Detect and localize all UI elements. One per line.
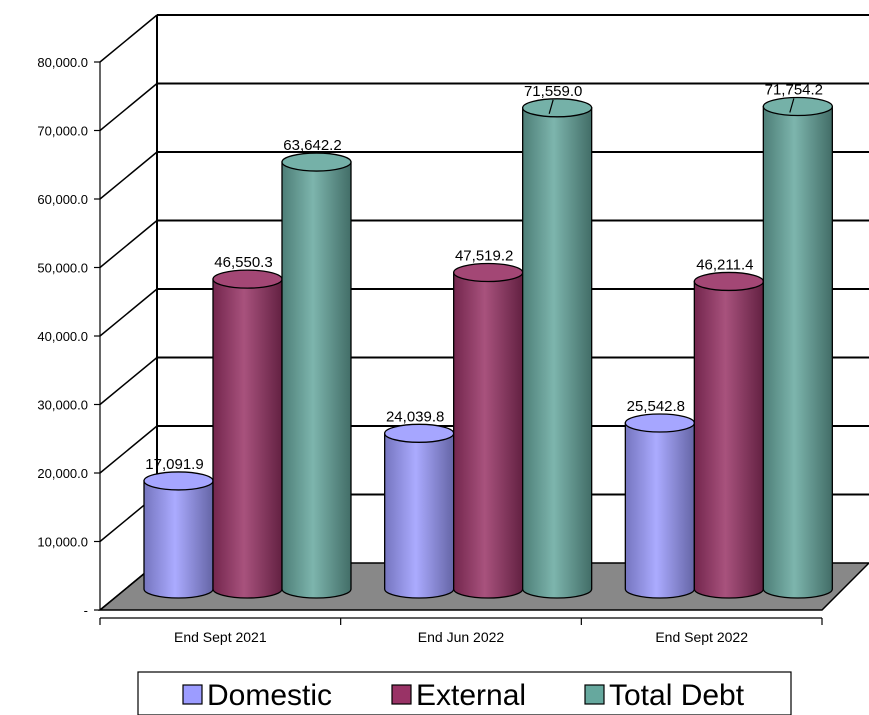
legend-label: External [416, 679, 526, 712]
y-tick-label: - [84, 603, 88, 618]
y-tick-label: 30,000.0 [37, 398, 88, 413]
bar-top [624, 413, 695, 433]
legend-swatch [391, 684, 412, 705]
side-gridline [99, 356, 158, 406]
bar-external [453, 262, 524, 599]
bar-body [453, 271, 524, 599]
bar-external [693, 271, 764, 599]
bar-domestic [384, 423, 455, 599]
bar-total-debt [281, 152, 352, 599]
legend-label: Domestic [207, 679, 332, 712]
bar-body [281, 161, 352, 599]
category-label: End Sept 2022 [655, 629, 748, 645]
bar-top [693, 271, 764, 292]
bar-body [212, 278, 283, 599]
data-label: 24,039.8 [386, 408, 444, 425]
data-label: 46,211.4 [696, 256, 753, 273]
data-labels: 17,091.9 24,039.8 25,542.8 46,550.3 47,519.2… [145, 81, 823, 472]
data-label: 71,559.0 [524, 83, 582, 100]
data-label: 46,550.3 [214, 254, 272, 271]
bars [143, 96, 833, 599]
legend-box [137, 671, 792, 715]
y-tick-label: 60,000.0 [37, 192, 88, 207]
y-tick-label: 20,000.0 [37, 466, 88, 481]
category-axis: End Sept 2021 End Jun 2022 End Sept 2022 [99, 617, 823, 645]
bar-body [762, 105, 833, 599]
bar-total-debt [522, 98, 593, 599]
side-gridline [99, 151, 158, 200]
category-label: End Jun 2022 [418, 629, 505, 645]
legend-label: Total Debt [609, 679, 745, 712]
bar-body [384, 432, 455, 599]
category-label: End Sept 2021 [174, 629, 267, 645]
y-tick-label: 10,000.0 [37, 535, 88, 550]
data-label: 63,642.2 [283, 137, 341, 154]
bar-domestic [624, 413, 695, 599]
data-label: 71,754.2 [765, 81, 823, 98]
bar-top [281, 152, 352, 172]
bar-top [522, 98, 593, 118]
legend: Domestic External Total Debt [137, 671, 792, 715]
label-leader [789, 98, 795, 113]
legend-swatch [584, 684, 605, 705]
data-label: 25,542.8 [627, 398, 685, 415]
bar-domestic [143, 471, 214, 599]
side-gridline [99, 288, 158, 337]
bar-body [143, 480, 214, 599]
bar-top [384, 423, 455, 443]
y-tick-label: 40,000.0 [37, 329, 88, 344]
bar-body [522, 107, 593, 599]
side-gridline [99, 219, 158, 269]
bar-top [143, 471, 214, 491]
side-gridline [99, 425, 158, 474]
bar-top [453, 262, 524, 283]
value-axis: - 10,000.0 20,000.0 30,000.0 40,000.0 50,000.… [37, 55, 101, 618]
y-tick-label: 70,000.0 [37, 124, 88, 139]
data-label: 47,519.2 [455, 247, 513, 264]
y-tick-label: 50,000.0 [37, 261, 88, 276]
legend-swatch [182, 684, 203, 705]
bar-body [693, 280, 764, 599]
y-tick-label: 80,000.0 [37, 55, 88, 70]
side-gridline [99, 14, 158, 63]
bar-body [624, 422, 695, 599]
side-gridline [99, 82, 158, 132]
bar-total-debt [762, 96, 833, 599]
label-leader [548, 99, 554, 114]
bar-top [212, 269, 283, 289]
bar-external [212, 269, 283, 599]
data-label: 17,091.9 [145, 456, 203, 473]
bar-top [762, 96, 833, 117]
